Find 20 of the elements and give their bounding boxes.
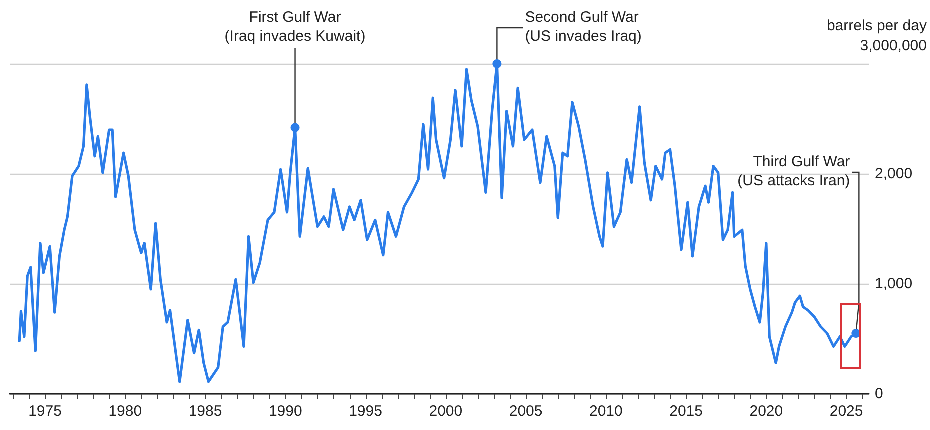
x-tick-label: 1980 bbox=[108, 403, 142, 420]
x-tick-label: 1995 bbox=[349, 403, 382, 420]
y-axis-title: barrels per day 3,000,000 bbox=[826, 18, 928, 54]
x-tick-label: 2010 bbox=[589, 403, 623, 420]
y-tick-label: 2,000 bbox=[875, 166, 913, 182]
x-tick-label: 2005 bbox=[509, 403, 543, 420]
point bbox=[290, 123, 300, 132]
annotation: First Gulf War (Iraq invades Kuwait) bbox=[224, 9, 366, 45]
x-tick-label: 2025 bbox=[830, 403, 864, 420]
annotation: Third Gulf War (US attacks Iran) bbox=[738, 154, 850, 190]
x-tick-label: 2000 bbox=[429, 403, 463, 420]
point bbox=[492, 60, 502, 68]
annotation: Second Gulf War (US invades Iraq) bbox=[525, 9, 642, 45]
x-tick-label: 1985 bbox=[188, 403, 222, 420]
x-tick-label: 1990 bbox=[268, 403, 302, 420]
y-tick-label: 1,000 bbox=[875, 276, 913, 292]
x-tick-label: 2020 bbox=[750, 403, 784, 420]
y-tick-label: 0 bbox=[875, 386, 884, 402]
x-tick-label: 2015 bbox=[670, 403, 703, 420]
x-tick-label: 1975 bbox=[28, 403, 62, 420]
